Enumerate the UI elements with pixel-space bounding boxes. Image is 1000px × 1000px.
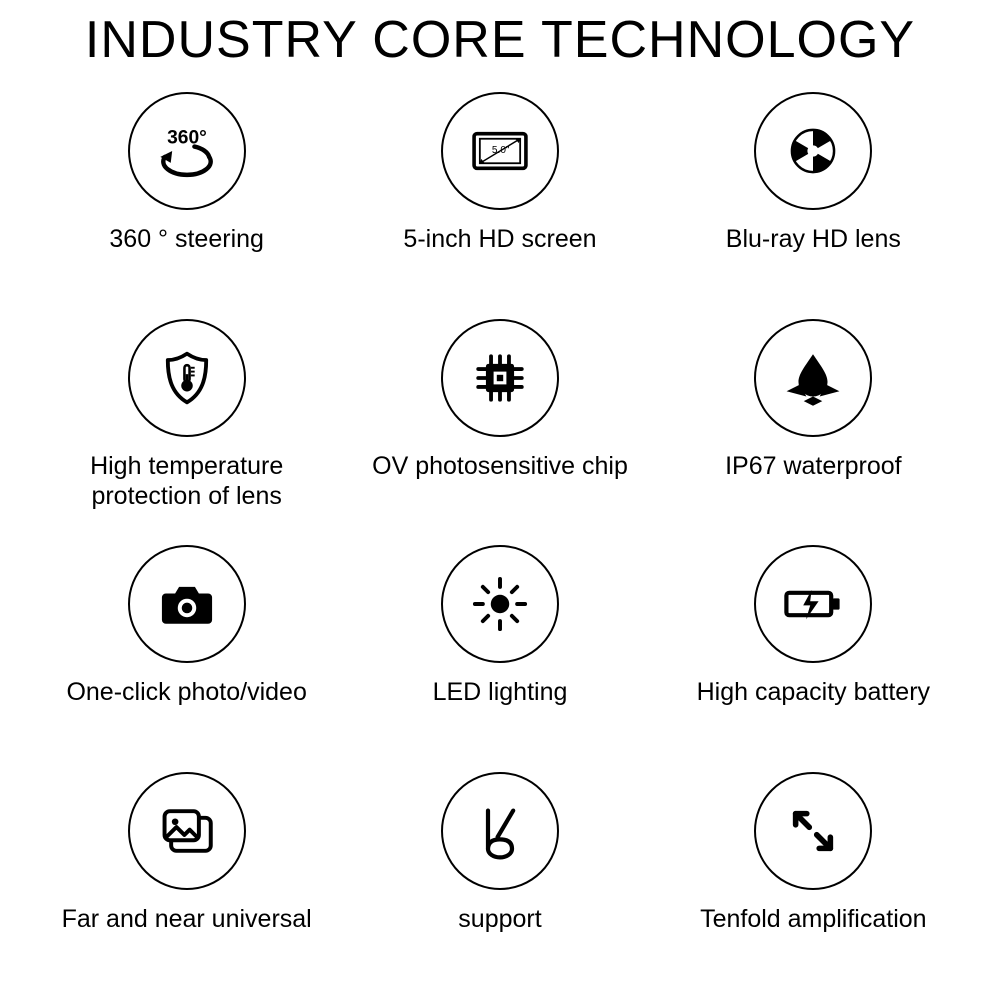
sun-icon: [441, 545, 559, 663]
gallery-icon: [128, 772, 246, 890]
svg-text:5.0": 5.0": [492, 145, 510, 156]
feature-label: 5-inch HD screen: [403, 224, 596, 254]
feature-label: High capacity battery: [697, 677, 930, 707]
aperture-icon: [754, 92, 872, 210]
feature-label: Blu-ray HD lens: [726, 224, 901, 254]
shield-thermometer-icon: [128, 319, 246, 437]
screen-icon: 5.0": [441, 92, 559, 210]
rotate-360-icon: 360°: [128, 92, 246, 210]
chip-icon: [441, 319, 559, 437]
feature-label: Far and near universal: [62, 904, 312, 934]
feature-infographic: INDUSTRY CORE TECHNOLOGY 360° 360 ° stee…: [0, 0, 1000, 1000]
battery-charge-icon: [754, 545, 872, 663]
support-icon: [441, 772, 559, 890]
feature-item: 360° 360 ° steering: [40, 92, 333, 301]
feature-item: High temperature protection of lens: [40, 319, 333, 528]
feature-item: High capacity battery: [667, 545, 960, 754]
feature-item: IP67 waterproof: [667, 319, 960, 528]
feature-item: LED lighting: [353, 545, 646, 754]
feature-item: Blu-ray HD lens: [667, 92, 960, 301]
feature-label: LED lighting: [433, 677, 568, 707]
feature-label: IP67 waterproof: [725, 451, 902, 481]
svg-text:360°: 360°: [167, 128, 207, 149]
feature-item: Tenfold amplification: [667, 772, 960, 981]
feature-item: Far and near universal: [40, 772, 333, 981]
expand-arrows-icon: [754, 772, 872, 890]
feature-label: 360 ° steering: [109, 224, 264, 254]
feature-label: Tenfold amplification: [700, 904, 927, 934]
feature-label: support: [458, 904, 541, 934]
waterproof-icon: [754, 319, 872, 437]
camera-icon: [128, 545, 246, 663]
page-title: INDUSTRY CORE TECHNOLOGY: [40, 10, 960, 70]
feature-item: 5.0" 5-inch HD screen: [353, 92, 646, 301]
feature-label: High temperature protection of lens: [57, 451, 317, 511]
feature-item: support: [353, 772, 646, 981]
feature-item: One-click photo/video: [40, 545, 333, 754]
feature-label: One-click photo/video: [66, 677, 306, 707]
feature-item: OV photosensitive chip: [353, 319, 646, 528]
feature-grid: 360° 360 ° steering 5.0" 5: [40, 92, 960, 980]
feature-label: OV photosensitive chip: [372, 451, 628, 481]
